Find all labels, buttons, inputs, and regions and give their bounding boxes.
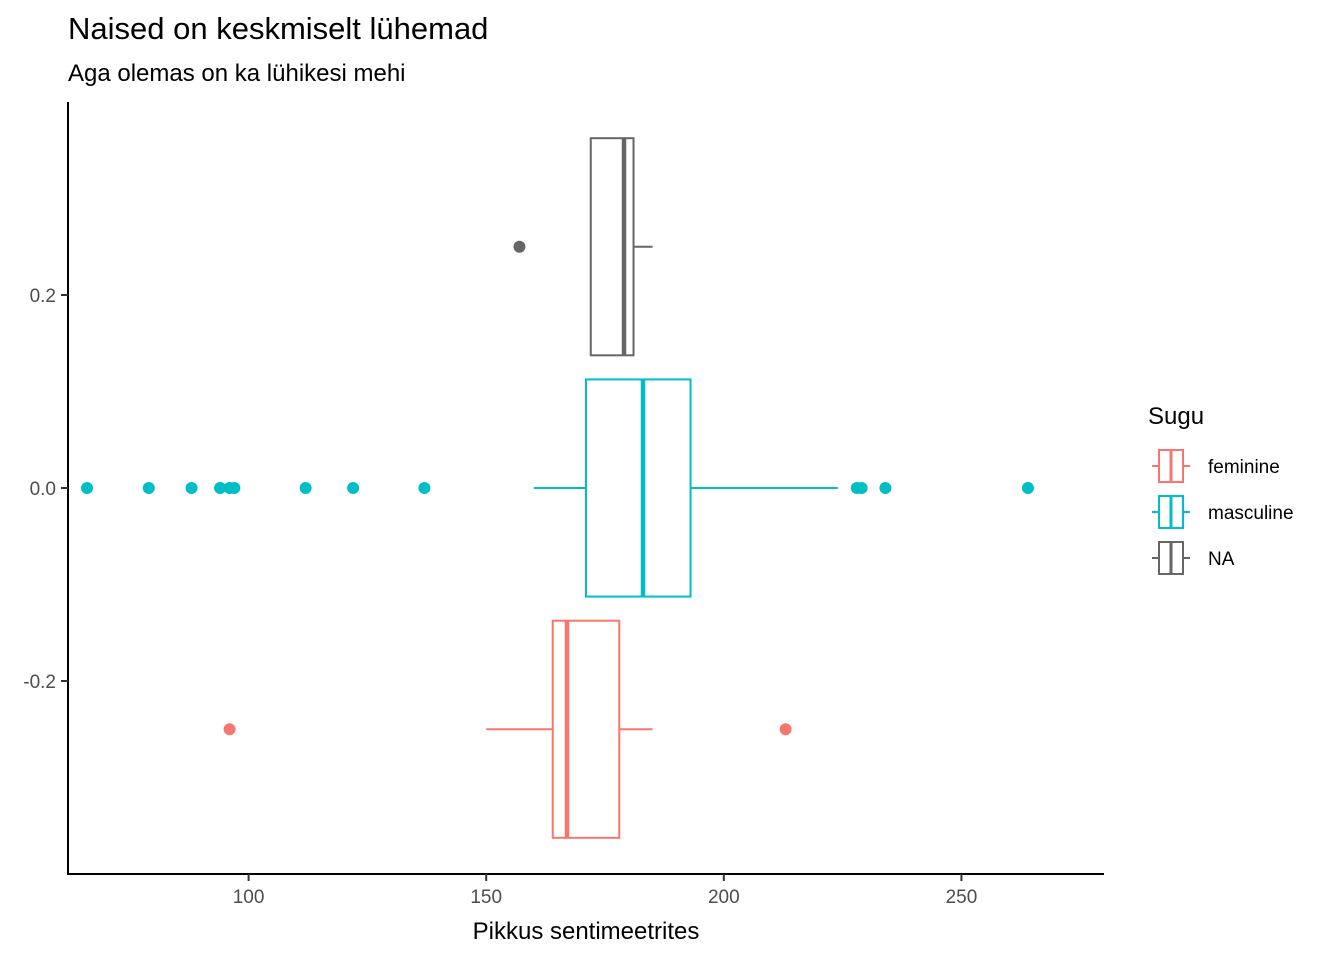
boxplot-NA <box>513 137 653 357</box>
outlier-point <box>1021 482 1034 494</box>
x-tick-label: 200 <box>708 887 740 908</box>
outlier-point <box>185 482 198 494</box>
legend-title: Sugu <box>1148 403 1204 430</box>
legend-label: NA <box>1208 549 1235 570</box>
boxplot-feminine <box>223 619 792 839</box>
box <box>551 619 621 839</box>
legend: Sugu feminine masculine NA <box>1148 403 1294 575</box>
x-tick-label: 250 <box>946 887 978 908</box>
y-tick-label: 0.0 <box>30 479 56 500</box>
legend-key-feminine <box>1152 449 1190 483</box>
legend-key-masculine <box>1152 495 1190 529</box>
legend-label: masculine <box>1208 503 1294 524</box>
outlier-point <box>299 482 312 494</box>
x-tick-label: 150 <box>470 887 502 908</box>
outlier-point <box>879 482 892 494</box>
chart-title: Naised on keskmiselt lühemad <box>68 11 488 46</box>
plot-area <box>81 137 1034 839</box>
axes: 100 150 200 250 0.2 0.0 -0.2 <box>23 102 1104 908</box>
outlier-point <box>855 482 868 494</box>
outlier-point <box>228 482 241 494</box>
outlier-point <box>347 482 360 494</box>
outlier-point <box>214 482 227 494</box>
legend-key-NA <box>1152 541 1190 575</box>
outlier-point <box>779 723 792 736</box>
boxplot-masculine <box>81 378 1034 598</box>
box <box>585 378 692 598</box>
outlier-point <box>223 723 236 736</box>
x-tick-label: 100 <box>233 887 265 908</box>
outlier-point <box>418 482 431 494</box>
legend-label: feminine <box>1208 457 1280 478</box>
chart-subtitle: Aga olemas on ka lühikesi mehi <box>68 60 406 87</box>
outlier-point <box>513 240 526 253</box>
y-tick-label: 0.2 <box>30 286 56 307</box>
outlier-point <box>142 482 155 494</box>
outlier-point <box>81 482 94 494</box>
x-axis-title: Pikkus sentimeetrites <box>473 918 700 945</box>
y-tick-label: -0.2 <box>23 672 56 693</box>
box <box>589 137 635 357</box>
